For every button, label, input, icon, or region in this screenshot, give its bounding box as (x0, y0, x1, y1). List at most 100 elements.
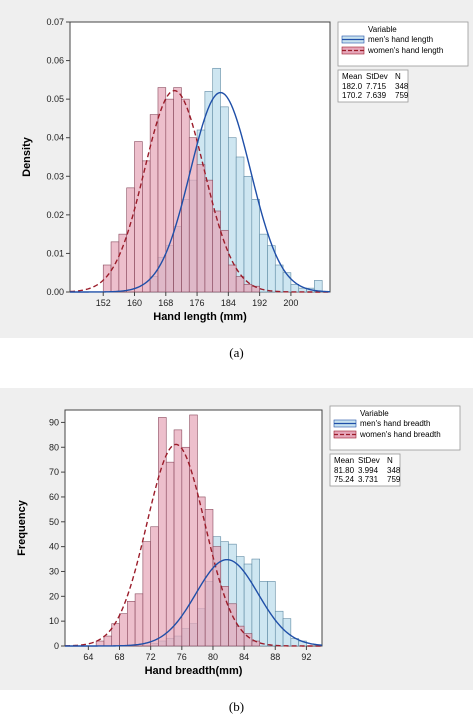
x-tick-label: 192 (252, 298, 267, 308)
x-tick-label: 80 (208, 652, 218, 662)
stats-header-cell: N (387, 456, 393, 465)
histogram-bar (212, 210, 221, 293)
y-tick-label: 0.07 (46, 17, 64, 27)
histogram-bar (173, 429, 183, 647)
histogram-bar (259, 233, 268, 293)
histogram-bar (282, 272, 292, 293)
legend-entry-label: men's hand length (368, 35, 433, 44)
fit-curve-0 (69, 89, 330, 293)
histogram-bar (228, 264, 237, 293)
histogram-bar (290, 283, 300, 293)
y-axis-title: Density (21, 136, 33, 177)
stats-cell: 348 (387, 466, 401, 475)
chart-panel-a: 0.00 0.01 0.02 0.03 0.04 0.05 0.06 0.07 152 160 16… (0, 0, 473, 338)
x-tick-label: 64 (83, 652, 93, 662)
stats-cell: 81.80 (334, 466, 355, 475)
histogram-bar (251, 199, 260, 293)
histogram-bar (102, 264, 112, 293)
chart-b-svg: 0 10 20 30 40 50 60 70 80 90 64 68 72 76 80 84 88 92 Hand … (16, 405, 461, 677)
histogram-bar (251, 558, 260, 647)
legend-box (337, 21, 469, 67)
histogram-bar (111, 623, 120, 647)
stats-header-cell: N (395, 72, 401, 81)
y-tick-label: 30 (49, 566, 59, 576)
stats-cell: 759 (395, 91, 409, 100)
legend-entry-label: men's hand breadth (360, 419, 430, 428)
stats-cell: 3.994 (358, 466, 379, 475)
y-tick-label: 20 (49, 591, 59, 601)
histogram-bar (142, 160, 151, 293)
histogram-bar (274, 264, 284, 293)
y-axis-title: Frequency (16, 499, 28, 556)
histogram-bar (236, 625, 245, 647)
y-tick-label: 0.02 (46, 210, 64, 220)
histogram-bar (110, 241, 120, 293)
histogram-bar (189, 414, 198, 647)
y-tick-label: 90 (49, 417, 59, 427)
x-axis-title: Hand breadth(mm) (145, 665, 243, 677)
histogram-bar (165, 98, 174, 293)
stats-header-cell: Mean (342, 72, 362, 81)
y-tick-label: 50 (49, 517, 59, 527)
stats-cell: 170.2 (342, 91, 363, 100)
x-tick-label: 160 (127, 298, 142, 308)
y-tick-label: 10 (49, 616, 59, 626)
y-tick-label: 0.01 (46, 248, 64, 258)
legend-entry-label: women's hand breadth (359, 430, 441, 439)
fit-curve-1 (70, 91, 331, 293)
histogram-bar (181, 98, 190, 293)
y-tick-label: 60 (49, 492, 59, 502)
caption-a: (a) (229, 345, 244, 360)
y-tick-label: 0 (54, 641, 59, 651)
histogram-bar (259, 581, 268, 647)
histogram-bar (196, 164, 206, 293)
x-tick-label: 168 (158, 298, 173, 308)
histogram-bar (165, 461, 175, 647)
histogram-bar (118, 233, 127, 293)
x-tick-label: 176 (190, 298, 205, 308)
chart-a-svg: 0.00 0.01 0.02 0.03 0.04 0.05 0.06 0.07 152 160 16… (21, 17, 469, 323)
histogram-bar (134, 141, 143, 293)
legend-title: Variable (360, 409, 389, 418)
stats-header-cell: StDev (366, 72, 388, 81)
legend-entry-label: women's hand length (367, 46, 443, 55)
x-tick-label: 76 (177, 652, 187, 662)
series-bars-0 (102, 87, 260, 293)
histogram-bar (267, 245, 276, 293)
y-tick-label: 80 (49, 442, 59, 452)
histogram-bar (220, 229, 229, 293)
stats-cell: 7.639 (366, 91, 387, 100)
stats-cell: 182.0 (342, 82, 363, 91)
y-tick-label: 70 (49, 467, 59, 477)
x-tick-label: 184 (221, 298, 236, 308)
y-tick-label: 0.00 (46, 287, 64, 297)
stats-cell: 75.24 (334, 475, 355, 484)
histogram-bar (181, 446, 190, 647)
x-tick-label: 68 (115, 652, 125, 662)
stats-header-cell: Mean (334, 456, 354, 465)
histogram-bar (150, 526, 159, 647)
histogram-bar (142, 541, 151, 647)
histogram-bar (126, 187, 135, 293)
histogram-bar (243, 633, 253, 647)
histogram-bar (134, 593, 144, 647)
x-tick-label: 72 (146, 652, 156, 662)
x-tick-label: 84 (239, 652, 249, 662)
histogram-bar (127, 600, 136, 647)
stats-cell: 7.715 (366, 82, 387, 91)
histogram-bar (95, 640, 105, 647)
chart-panel-b: 0 10 20 30 40 50 60 70 80 90 64 68 72 76 80 84 88 92 Hand … (0, 388, 473, 690)
y-tick-label: 0.05 (46, 94, 64, 104)
histogram-bar (103, 635, 113, 647)
stats-header-cell: StDev (358, 456, 380, 465)
stats-cell: 759 (387, 475, 401, 484)
histogram-bar (243, 283, 253, 293)
histogram-bar (173, 87, 182, 293)
legend-box (329, 405, 461, 451)
y-tick-label: 0.04 (46, 133, 64, 143)
histogram-bar (235, 156, 245, 293)
x-axis-title: Hand length (mm) (153, 311, 247, 323)
fit-curve-1 (65, 558, 323, 647)
x-tick-label: 92 (301, 652, 311, 662)
